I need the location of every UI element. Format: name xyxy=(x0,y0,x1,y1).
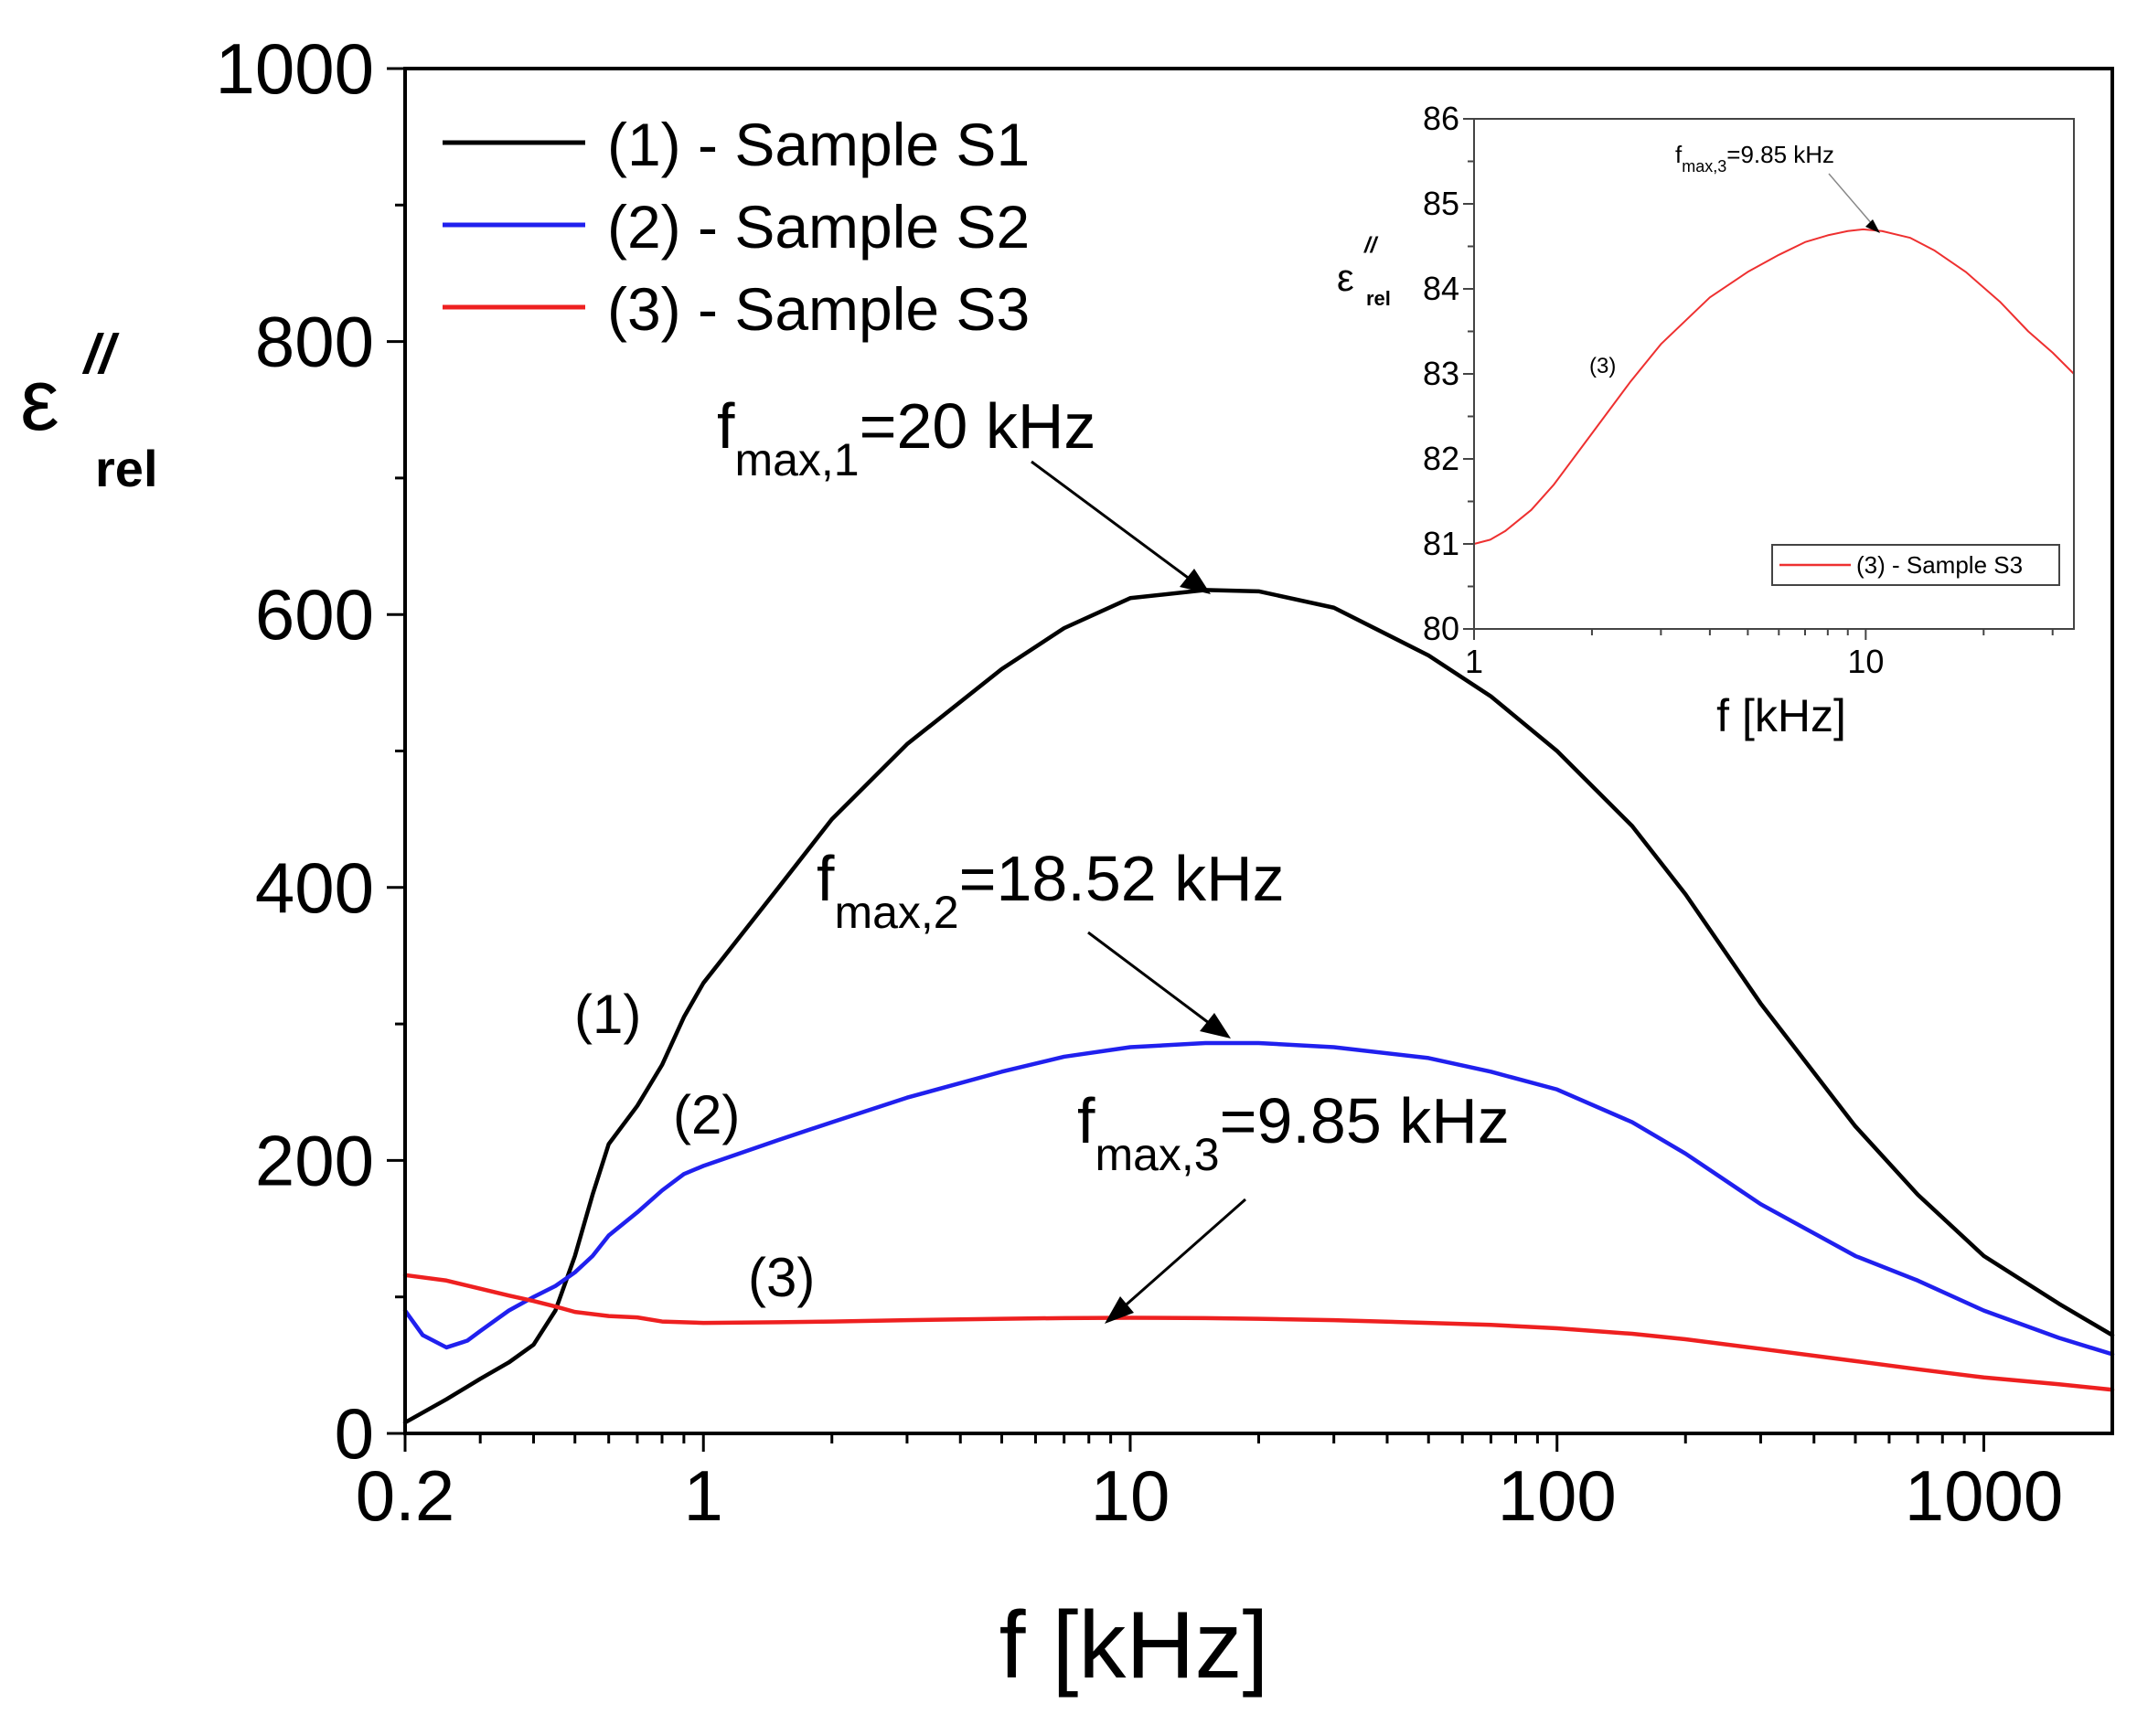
inset-y-axis-title-main: ε xyxy=(1337,256,1354,299)
curve-label-1: (1) xyxy=(574,984,641,1045)
x-tick-label: 100 xyxy=(1498,1455,1617,1536)
inset-annotation-sub: max,3 xyxy=(1682,157,1726,176)
annotation-fmax-2-sub: max,2 xyxy=(834,887,958,938)
main-tick-labels: 0 200 400 600 800 1000 0.2 1 10 100 1000 xyxy=(215,28,2063,1536)
x-tick-label: 10 xyxy=(1091,1455,1170,1536)
annotation-fmax-1-sub: max,1 xyxy=(734,434,859,485)
y-tick-label: 86 xyxy=(1423,100,1459,137)
annotation-fmax-2-base: f xyxy=(817,843,835,914)
x-tick-label: 1 xyxy=(1465,643,1483,680)
curve-label-2: (2) xyxy=(673,1084,740,1145)
x-tick-label: 1000 xyxy=(1905,1455,2064,1536)
annotation-fmax-3-value: =9.85 kHz xyxy=(1220,1085,1510,1156)
inset-annotation-arrowhead xyxy=(1865,219,1880,233)
y-tick-label: 80 xyxy=(1423,610,1459,647)
main-y-axis-title: ε // rel xyxy=(20,324,158,497)
annotation-fmax-2-value: =18.52 kHz xyxy=(959,843,1285,914)
y-tick-label: 84 xyxy=(1423,270,1459,307)
main-legend: (1) - Sample S1 (2) - Sample S2 (3) - Sa… xyxy=(443,111,1030,343)
legend-label-s2: (2) - Sample S2 xyxy=(607,193,1030,261)
legend-label-s3: (3) - Sample S3 xyxy=(607,275,1030,343)
inset-x-axis-title: f [kHz] xyxy=(1716,690,1846,741)
inset-annotation-base: f xyxy=(1675,141,1683,168)
annotation-fmax-2: fmax,2=18.52 kHz xyxy=(817,843,1285,1038)
inset-chart: 80 81 82 83 84 85 86 1 10 f [kHz] ε // rel (3) -… xyxy=(1337,100,2075,741)
inset-y-axis-title-sub: rel xyxy=(1366,287,1391,310)
y-tick-label: 81 xyxy=(1423,525,1459,562)
legend-label-s1: (1) - Sample S1 xyxy=(607,111,1030,178)
series-line-1 xyxy=(1473,228,2075,545)
y-tick-label: 1000 xyxy=(215,28,374,109)
annotation-fmax-3-arrow xyxy=(1119,1198,1246,1312)
series-line-2 xyxy=(402,1040,2115,1357)
annotation-fmax-2-arrowhead xyxy=(1200,1013,1231,1038)
inset-tick-labels: 80 81 82 83 84 85 86 1 10 xyxy=(1423,100,1884,680)
y-tick-label: 200 xyxy=(255,1120,374,1200)
annotation-fmax-2-text: fmax,2=18.52 kHz xyxy=(817,843,1285,938)
y-tick-label: 0 xyxy=(335,1393,374,1474)
inset-annotation-arrow xyxy=(1828,173,1874,226)
inset-annotation-text: fmax,3=9.85 kHz xyxy=(1675,141,1834,176)
inset-y-axis-title-sup: // xyxy=(1363,233,1379,258)
annotation-fmax-1-arrowhead xyxy=(1180,569,1211,594)
annotation-fmax-1-base: f xyxy=(717,390,735,462)
inset-y-axis-title: ε // rel xyxy=(1337,233,1391,310)
annotation-fmax-1-value: =20 kHz xyxy=(860,390,1096,462)
inset-series-lines xyxy=(1473,228,2075,545)
curve-label-3: (3) xyxy=(748,1247,815,1308)
main-y-axis-title-main: ε xyxy=(20,351,59,449)
annotation-fmax-1: fmax,1=20 kHz xyxy=(717,390,1211,594)
inset-axis-ticks xyxy=(1463,118,2054,640)
x-tick-label: 10 xyxy=(1847,643,1884,680)
x-tick-label: 0.2 xyxy=(356,1455,454,1536)
annotation-fmax-3-arrowhead xyxy=(1105,1296,1134,1324)
y-tick-label: 82 xyxy=(1423,440,1459,477)
main-plot-frame xyxy=(403,67,2114,1435)
y-tick-label: 83 xyxy=(1423,355,1459,392)
inset-curve-label-3: (3) xyxy=(1589,354,1616,378)
annotation-fmax-3-base: f xyxy=(1077,1085,1095,1156)
main-chart: 0 200 400 600 800 1000 0.2 1 10 100 1000 f [kHz] ε… xyxy=(20,28,2115,1699)
annotation-fmax-1-text: fmax,1=20 kHz xyxy=(717,390,1095,485)
inset-annotation-value: =9.85 kHz xyxy=(1726,141,1834,168)
main-y-axis-title-sup: // xyxy=(81,324,120,385)
annotation-fmax-3-text: fmax,3=9.85 kHz xyxy=(1077,1085,1510,1180)
y-tick-label: 800 xyxy=(255,302,374,382)
annotation-fmax-3-sub: max,3 xyxy=(1095,1129,1219,1180)
y-tick-label: 600 xyxy=(255,574,374,655)
annotation-fmax-1-arrow xyxy=(1031,460,1199,587)
inset-annotation-fmax-3: fmax,3=9.85 kHz xyxy=(1675,141,1880,233)
x-tick-label: 1 xyxy=(684,1455,723,1536)
annotation-fmax-2-arrow xyxy=(1087,931,1217,1030)
inset-legend-label: (3) - Sample S3 xyxy=(1856,551,2023,579)
series-line-3 xyxy=(402,1273,2115,1392)
main-x-axis-title: f [kHz] xyxy=(999,1592,1269,1699)
inset-legend: (3) - Sample S3 xyxy=(1771,544,2060,586)
y-tick-label: 85 xyxy=(1423,185,1459,222)
series-line-1 xyxy=(402,588,2115,1425)
y-tick-label: 400 xyxy=(255,847,374,928)
main-y-axis-title-sub: rel xyxy=(95,440,158,497)
inset-plot-frame xyxy=(1473,118,2075,630)
main-series-lines xyxy=(402,588,2115,1425)
annotation-fmax-3: fmax,3=9.85 kHz xyxy=(1077,1085,1510,1324)
